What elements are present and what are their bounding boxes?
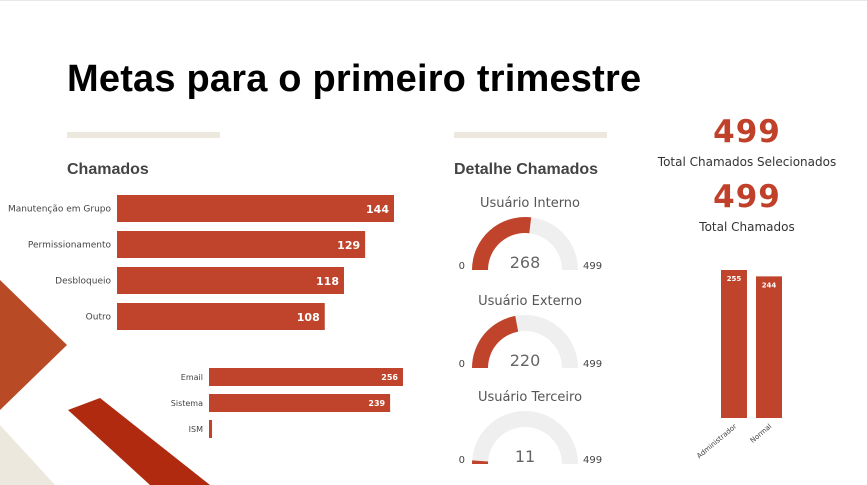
category-label: Normal: [749, 422, 774, 444]
chamados-category-bar-chart: Manutenção em Grupo 144 Permissionamento 12…: [8, 195, 394, 330]
bar: [209, 420, 213, 438]
gauge-min-label: 0: [459, 261, 465, 272]
data-label: 256: [381, 373, 398, 382]
deco-beige-triangle: [0, 425, 55, 485]
gauge-usuario-interno: 268 0 499: [459, 217, 602, 272]
bar: [117, 231, 366, 258]
data-label: 118: [316, 275, 339, 288]
top-border: [0, 0, 867, 1]
category-label: Manutenção em Grupo: [8, 205, 112, 215]
bar: [209, 368, 403, 386]
gauge-max-label: 499: [583, 359, 602, 370]
gauge-track: [472, 411, 578, 464]
section-rule-chamados: [67, 132, 220, 138]
data-label: 108: [297, 311, 320, 324]
deco-orange-triangle: [0, 280, 67, 410]
kpi-total-chamados-value: 499: [713, 179, 781, 215]
data-label: 255: [727, 275, 742, 283]
gauge-value-label: 220: [510, 351, 541, 370]
bar: [117, 303, 325, 330]
gauge-value-arc: [472, 460, 489, 464]
column: [721, 270, 747, 418]
gauge-max-label: 499: [583, 261, 602, 272]
category-label: ISM: [189, 425, 203, 434]
data-label: 244: [762, 281, 777, 289]
data-label: 129: [337, 239, 360, 252]
gauge-value-label: 268: [510, 253, 541, 272]
bar: [117, 195, 394, 222]
gauge-min-label: 0: [459, 455, 465, 466]
gauge-max-label: 499: [583, 455, 602, 466]
gauge-title-externo: Usuário Externo: [478, 294, 582, 309]
detalhe-title: Detalhe Chamados: [454, 161, 599, 178]
chamados-title: Chamados: [67, 161, 149, 178]
category-label: Sistema: [171, 399, 203, 408]
user-type-column-chart: 255 Administrador 244 Normal: [695, 270, 782, 460]
bar: [117, 267, 344, 294]
gauge-title-interno: Usuário Interno: [479, 196, 580, 211]
category-label: Permissionamento: [28, 241, 112, 251]
column: [756, 276, 782, 418]
gauge-usuario-externo: 220 0 499: [459, 315, 602, 370]
page-title: Metas para o primeiro trimestre: [67, 58, 642, 100]
chamados-source-bar-chart: Email 256 Sistema 239 ISM: [171, 368, 403, 438]
data-label: 144: [366, 203, 389, 216]
gauge-title-terceiro: Usuário Terceiro: [477, 390, 583, 405]
bar: [209, 394, 391, 412]
gauge-value-arc: [472, 217, 532, 270]
deco-red-band: [68, 398, 210, 485]
kpi-total-selecionados-label: Total Chamados Selecionados: [657, 155, 837, 169]
category-label: Outro: [86, 313, 112, 323]
gauge-value-label: 11: [515, 447, 535, 466]
gauge-value-arc: [472, 315, 519, 368]
category-label: Desbloqueio: [55, 277, 111, 287]
data-label: 239: [368, 399, 385, 408]
section-rule-detalhe: [454, 132, 607, 138]
kpi-total-selecionados-value: 499: [713, 114, 781, 150]
gauge-min-label: 0: [459, 359, 465, 370]
kpi-total-chamados-label: Total Chamados: [699, 220, 795, 234]
gauge-usuario-terceiro: 11 0 499: [459, 411, 602, 466]
category-label: Email: [181, 373, 203, 382]
category-label: Administrador: [695, 422, 738, 460]
